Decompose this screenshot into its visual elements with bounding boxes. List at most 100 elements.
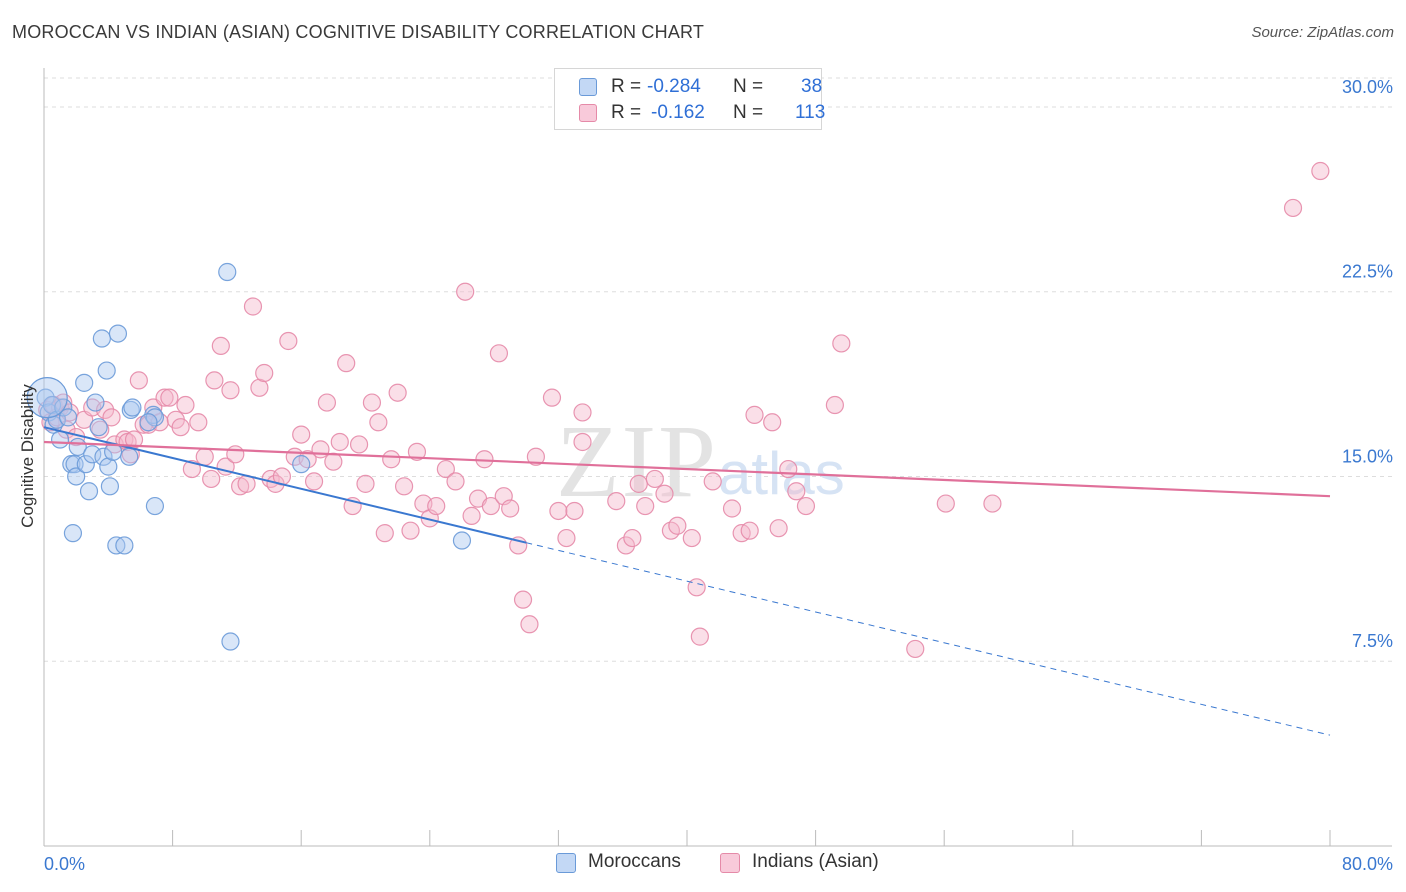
x-tick-label: 80.0%: [1342, 854, 1393, 874]
indians-asian-point: [832, 334, 851, 353]
bottom-legend-swatch-pink: [720, 853, 740, 873]
moroccans-point: [221, 632, 240, 651]
indians-asian-point: [1283, 198, 1303, 218]
indians-asian-point: [682, 528, 701, 548]
indians-asian-point: [787, 482, 806, 501]
indians-asian-points: [38, 161, 1330, 659]
indians-asian-point: [388, 383, 407, 402]
watermark-zip: ZIP: [556, 404, 718, 519]
moroccans-point: [92, 329, 111, 348]
legend-swatch-pink: [579, 104, 597, 122]
indians-asian-point: [407, 442, 427, 461]
indians-asian-point: [375, 524, 394, 543]
indians-asian-point: [202, 469, 221, 489]
indians-asian-point: [129, 371, 148, 390]
indians-asian-point: [769, 519, 788, 538]
legend-swatch-blue: [579, 78, 597, 96]
moroccans-point: [218, 262, 237, 282]
y-tick-label: 30.0%: [1342, 77, 1393, 97]
bottom-legend-swatch-blue: [556, 853, 576, 873]
indians-asian-point: [740, 521, 759, 540]
indians-asian-point: [936, 494, 955, 513]
indians-asian-point: [645, 469, 664, 489]
moroccans-point: [54, 398, 73, 417]
moroccans-point: [67, 467, 86, 486]
bottom-legend-label: Moroccans: [588, 851, 681, 872]
moroccans-point: [86, 393, 105, 412]
indians-asian-point: [489, 344, 509, 363]
indians-asian-point: [176, 395, 195, 415]
indians-asian-point: [565, 501, 584, 521]
indians-asian-point: [906, 639, 925, 659]
indians-asian-point: [687, 578, 706, 597]
indians-asian-point: [337, 354, 356, 373]
indians-asian-point: [356, 474, 375, 493]
indians-asian-point: [436, 459, 455, 479]
legend-n-label: N =: [733, 102, 764, 123]
indians-asian-point: [573, 403, 592, 422]
indians-asian-point: [526, 447, 545, 466]
moroccans-point: [100, 477, 120, 496]
moroccans-point: [97, 361, 116, 380]
indians-asian-point: [573, 432, 592, 452]
moroccans-point: [59, 408, 78, 427]
y-tick-label: 15.0%: [1342, 446, 1393, 466]
grid-lines: [44, 77, 1392, 662]
indians-asian-point: [549, 501, 568, 521]
indians-asian-point: [763, 413, 782, 432]
indians-asian-point: [513, 590, 533, 609]
moroccans-point-cluster: [26, 377, 68, 419]
x-tick-label: 0.0%: [44, 854, 85, 874]
indians-asian-point: [616, 536, 636, 555]
moroccans-point: [63, 524, 83, 543]
legend-r-value: -0.284: [647, 76, 701, 97]
indians-asian-point: [481, 496, 500, 516]
indians-asian-point: [462, 506, 481, 525]
axes: [43, 68, 1392, 847]
indians-asian-point: [95, 400, 115, 420]
indians-asian-point: [255, 363, 274, 383]
moroccans-point: [79, 482, 99, 501]
indians-asian-point: [221, 381, 240, 400]
indians-asian-point: [189, 413, 208, 432]
indians-asian-point: [703, 472, 722, 491]
trend-lines: [43, 426, 1331, 736]
indians-asian-point: [292, 425, 311, 444]
indians-asian-point: [501, 499, 520, 518]
moroccans-point: [94, 447, 113, 466]
moroccans-point: [89, 418, 108, 437]
legend-r-label: R =: [611, 76, 642, 97]
indians-asian-point: [745, 405, 764, 424]
indians-asian-point: [796, 496, 816, 516]
indians-asian-point: [102, 408, 121, 427]
legend-r-label: R =: [611, 102, 642, 123]
legend-n-value: 113: [795, 102, 826, 123]
moroccans-points: [26, 262, 472, 651]
indians-asian-point: [226, 445, 245, 464]
moroccans-point: [108, 324, 128, 343]
indians-asian-point: [722, 499, 742, 518]
indians-asian-point: [623, 528, 642, 548]
indians-asian-point: [690, 627, 709, 646]
indians-asian-point: [668, 516, 687, 535]
indians-asian-trend-line: [43, 440, 1331, 498]
moroccans-point: [120, 447, 139, 466]
indians-asian-point: [607, 492, 626, 511]
indians-asian-point: [557, 528, 576, 548]
indians-asian-point: [211, 336, 230, 356]
moroccans-point: [452, 531, 472, 550]
indians-asian-point: [160, 388, 179, 407]
indians-asian-point: [629, 474, 648, 493]
moroccans-point: [83, 445, 102, 464]
source-note: Source: ZipAtlas.com: [1251, 24, 1394, 41]
indians-asian-point: [155, 388, 174, 407]
indians-asian-point: [317, 393, 337, 412]
moroccans-point: [115, 536, 134, 555]
indians-asian-point: [205, 371, 224, 390]
indians-asian-point: [324, 452, 343, 471]
indians-asian-point: [446, 472, 465, 491]
indians-asian-point: [655, 484, 674, 503]
legend-r-value: -0.162: [651, 102, 705, 123]
indians-asian-point: [779, 459, 798, 479]
indians-asian-point: [330, 432, 349, 452]
